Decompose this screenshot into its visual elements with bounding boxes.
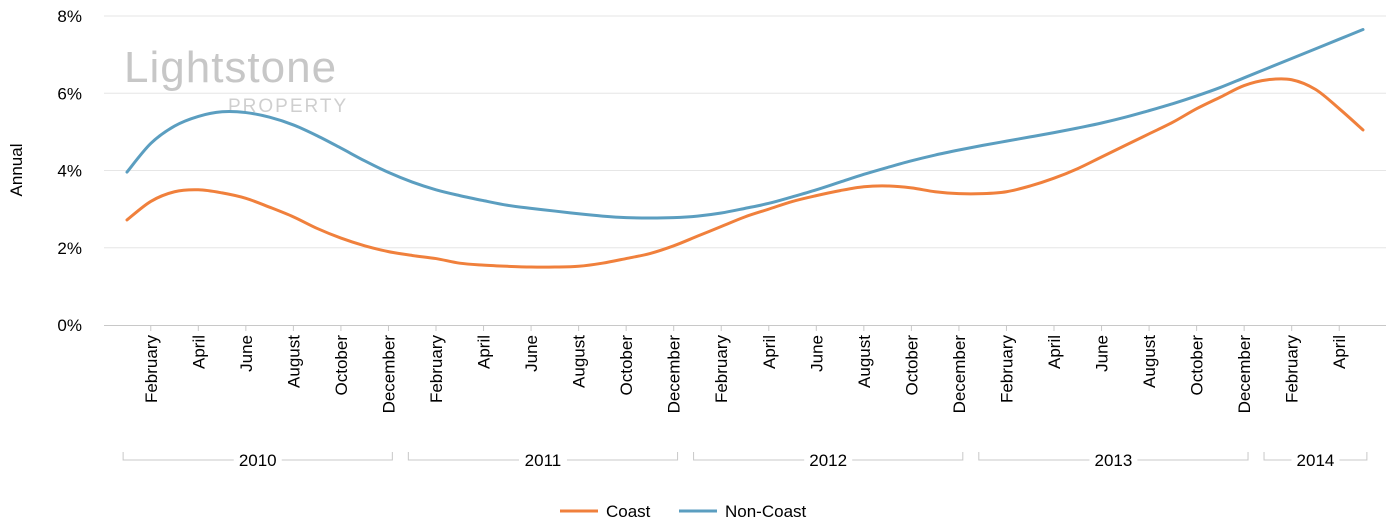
gridlines [104,15,1386,249]
watermark-brand: Lightstone [124,43,337,92]
year-bracket-right [1137,452,1249,461]
year-bracket-left [693,452,805,461]
x-tick-label: June [237,335,256,372]
y-tick-label: 4% [57,162,82,181]
x-tick-label: August [855,335,874,388]
x-tick-label: April [1330,335,1349,369]
year-label: 2014 [1297,451,1335,470]
year-bracket-right [566,452,679,461]
legend-label: Non-Coast [725,502,807,521]
legend-item-coast[interactable]: Coast [560,502,651,521]
y-tick-label: 8% [57,7,82,26]
x-tick-label: April [760,335,779,369]
y-axis-ticks: 0% 2% 4% 6% 8% [57,7,82,335]
y-tick-label: 6% [57,84,82,103]
x-tick-label: December [379,335,398,414]
x-tick-label: February [427,335,446,404]
watermark-sub: PROPERTY [228,96,348,117]
x-tick-label: April [189,335,208,369]
year-bracket-left [122,452,234,461]
x-tick-label: October [617,335,636,396]
x-tick-label: December [1235,335,1254,414]
x-tick-label: August [1140,335,1159,388]
year-bracket-right [852,452,964,461]
x-tick-label: February [997,335,1016,404]
x-tick-label: August [570,335,589,388]
year-bracket-left [1263,452,1292,461]
y-tick-label: 2% [57,239,82,258]
x-tick-label: August [284,335,303,388]
year-bracket-left [407,452,519,461]
year-label: 2011 [525,451,562,470]
x-axis [104,325,1386,331]
year-label: 2010 [239,451,277,470]
watermark-logo: Lightstone PROPERTY [124,43,348,117]
x-axis-month-labels: February April June August October December Fe… [142,335,1349,414]
x-tick-label: June [522,335,541,372]
legend-item-non-coast[interactable]: Non-Coast [679,502,807,521]
series-line-non-coast[interactable] [125,28,1365,220]
x-tick-label: February [712,335,731,404]
x-axis-year-groups: 2010 2011 2012 2013 2014 [122,451,1368,470]
series-line-coast[interactable] [125,77,1365,269]
series-lines [125,28,1365,269]
legend-label: Coast [606,502,651,521]
year-bracket-right [281,452,393,461]
year-label: 2012 [809,451,847,470]
x-tick-label: October [902,335,921,396]
x-tick-label: June [807,335,826,372]
y-tick-label: 0% [57,316,82,335]
x-tick-label: June [1093,335,1112,372]
x-tick-label: February [1283,335,1302,404]
year-bracket-right [1339,452,1368,461]
x-tick-label: December [665,335,684,414]
y-axis-label: Annual [7,144,26,197]
x-tick-label: April [475,335,494,369]
x-tick-label: October [1188,335,1207,396]
x-tick-label: October [332,335,351,396]
x-tick-label: December [950,335,969,414]
x-tick-label: February [142,335,161,404]
year-bracket-left [978,452,1090,461]
x-tick-label: April [1045,335,1064,369]
legend: Coast Non-Coast [560,502,807,521]
year-label: 2013 [1095,451,1133,470]
